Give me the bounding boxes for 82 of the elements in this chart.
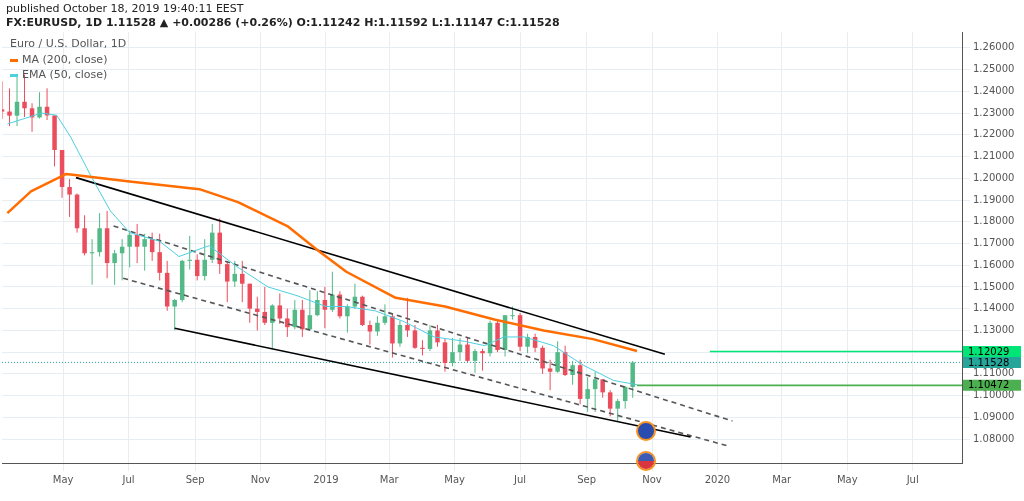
candlestick: [300, 299, 305, 338]
candlestick: [525, 333, 530, 354]
x-tick-label: 2019: [313, 473, 339, 485]
y-tick-label: 1.10000: [973, 389, 1015, 401]
candlestick: [607, 389, 613, 417]
chart-subtitle: published October 18, 2019 19:40:11 EEST: [6, 1, 244, 15]
candlestick: [420, 339, 425, 356]
candlestick: [555, 340, 560, 374]
x-tick-label: Sep: [577, 473, 597, 485]
candlestick: [7, 88, 12, 127]
y-tick-label: 1.25000: [973, 63, 1015, 75]
candlestick: [240, 260, 245, 303]
x-tick-label: 2020: [704, 473, 731, 485]
candlestick: [472, 348, 478, 374]
y-tick-label: 1.15000: [973, 280, 1015, 292]
candlestick: [330, 271, 335, 313]
candlestick: [127, 229, 132, 268]
y-tick-label: 1.19000: [973, 193, 1015, 205]
y-tick-label: 1.26000: [973, 41, 1015, 53]
candlestick: [435, 324, 440, 348]
y-tick-label: 1.08000: [973, 432, 1015, 444]
data-label: 1.10472: [968, 379, 1010, 391]
candlestick: [585, 376, 590, 413]
y-tick-label: 1.11000: [973, 367, 1015, 379]
y-tick-label: 1.20000: [973, 171, 1015, 183]
x-tick-label: Nov: [250, 473, 271, 485]
candlestick: [172, 298, 177, 331]
candlestick: [412, 324, 418, 350]
y-tick-label: 1.14000: [973, 302, 1015, 314]
legend-label: MA (200, close): [22, 52, 108, 66]
candlestick: [270, 303, 275, 350]
candlestick: [442, 337, 448, 373]
x-tick-label: Nov: [642, 473, 662, 485]
x-tick-label: Jul: [121, 473, 135, 485]
candlestick: [367, 320, 373, 346]
data-label: 1.12029: [968, 345, 1010, 357]
candlestick: [112, 249, 117, 286]
candlestick: [157, 233, 162, 281]
y-tick-label: 1.18000: [973, 215, 1015, 227]
candlestick: [255, 296, 260, 331]
candlestick: [375, 315, 380, 337]
x-tick-label: Mar: [379, 473, 400, 485]
candlestick: [67, 178, 72, 218]
x-tick-label: May: [52, 473, 74, 485]
y-tick-label: 1.17000: [973, 237, 1015, 249]
candlestick: [540, 345, 545, 375]
text: FX:EURUSD, 1D 1.11528 ▲ +0.00286 (+0.26%) O:1.11242 H:1.11592 L:1.11147 C:1.11528: [6, 15, 560, 29]
y-tick-label: 1.23000: [973, 106, 1015, 118]
x-tick-label: May: [444, 473, 466, 485]
candlestick: [187, 235, 192, 271]
candlestick: [225, 260, 230, 303]
candlestick: [285, 308, 290, 338]
x-tick-label: Jul: [513, 473, 527, 485]
candlestick: [405, 297, 410, 338]
candlestick: [202, 238, 207, 281]
x-tick-label: May: [836, 473, 858, 485]
text: Euro / U.S. Dollar, 1D: [10, 36, 127, 50]
candlestick: [547, 359, 553, 391]
candlestick: [382, 303, 388, 326]
candlestick: [97, 212, 102, 258]
ref-line-label: 1.11528: [968, 356, 1010, 368]
candlestick: [232, 260, 238, 288]
y-tick-label: 1.21000: [973, 150, 1015, 162]
candlestick: [600, 378, 605, 399]
x-tick-label: Mar: [772, 473, 793, 485]
candlestick: [570, 360, 575, 386]
candlestick: [465, 337, 470, 363]
y-tick-label: 1.16000: [973, 258, 1015, 270]
x-tick-label: Jul: [905, 473, 919, 485]
y-tick-label: 1.09000: [973, 410, 1015, 422]
candlestick: [615, 398, 620, 423]
y-tick-label: 1.13000: [973, 324, 1015, 336]
candlestick: [345, 303, 350, 334]
y-tick-label: 1.24000: [973, 84, 1015, 96]
legend-label: EMA (50, close): [22, 67, 108, 81]
candlestick: [592, 371, 598, 413]
candlestick: [315, 290, 320, 317]
x-tick-label: Sep: [185, 473, 205, 485]
candlestick: [480, 348, 485, 372]
candlestick: [142, 233, 147, 272]
candlestick: [450, 337, 455, 367]
y-tick-label: 1.22000: [973, 128, 1015, 140]
